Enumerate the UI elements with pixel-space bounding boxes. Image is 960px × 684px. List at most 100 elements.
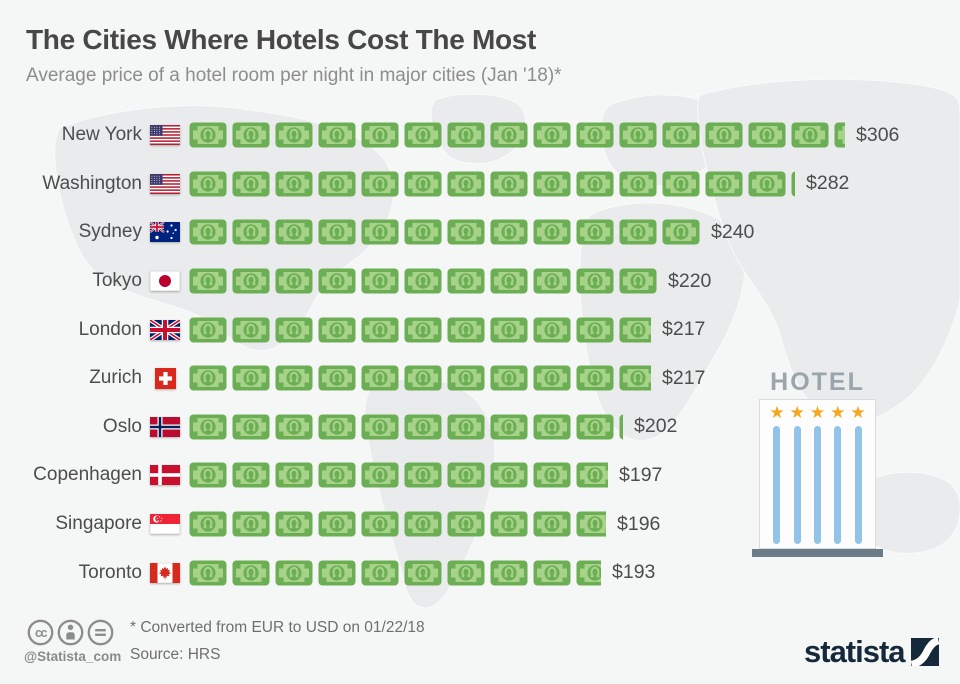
australia-flag-icon [150,222,180,243]
dollar-bill-icon [232,171,270,197]
dollar-bill-icon [275,462,313,488]
cc-attribution-icon[interactable] [57,619,84,646]
dollar-bill-icon [576,122,614,148]
svg-text:cc: cc [35,626,47,640]
hotel-window-pillar [854,426,862,544]
value-label: $193 [612,561,656,584]
star-icon: ★ [850,403,866,423]
dollar-bill-icon [189,317,227,343]
bill-row [189,219,700,245]
statista-handle[interactable]: @Statista_com [24,649,122,664]
dollar-bill-icon [189,219,227,245]
city-label: Washington [42,172,142,194]
dollar-bill-icon [189,268,227,294]
cc-icon[interactable]: cc [27,619,54,646]
dollar-bill-icon [619,219,657,245]
dollar-bill-icon [576,219,614,245]
dollar-bill-icon [490,365,528,391]
bill-row [189,462,608,488]
dollar-bill-icon [490,560,528,586]
dollar-bill-icon [447,317,485,343]
dollar-bill-icon [533,414,571,440]
dollar-bill-icon [533,560,571,586]
dollar-bill-icon [232,268,270,294]
star-icon: ★ [769,403,785,423]
dollar-bill-icon [189,414,227,440]
dollar-bill-icon [404,122,442,148]
dollar-bill-icon [232,317,270,343]
bill-row [189,365,651,391]
dollar-bill-icon [748,171,786,197]
dollar-bill-icon [404,560,442,586]
bill-row [189,268,657,294]
dollar-bill-icon [275,365,313,391]
dollar-bill-partial-icon [834,122,845,148]
dollar-bill-icon [619,122,657,148]
dollar-bill-icon [490,414,528,440]
dollar-bill-icon [404,171,442,197]
chart-row: Toronto $193 [0,548,960,597]
usa-flag-icon [150,125,180,146]
dollar-bill-icon [662,219,700,245]
city-label: Zurich [89,367,142,389]
switzerland-flag-icon [154,367,176,389]
dollar-bill-icon [361,122,399,148]
dollar-bill-icon [404,511,442,537]
dollar-bill-icon [447,511,485,537]
dollar-bill-icon [533,317,571,343]
creative-commons-badges[interactable]: cc [27,619,114,646]
value-label: $306 [856,123,900,146]
dollar-bill-icon [576,171,614,197]
header: The Cities Where Hotels Cost The Most Av… [26,24,926,87]
pictogram-bar-chart: New York $306 Washington $282 Sydney $240 Toky… [0,111,960,597]
hotel-star-rating: ★ ★ ★ ★ ★ [760,404,875,423]
cc-no-derivatives-icon[interactable] [87,619,114,646]
dollar-bill-icon [490,122,528,148]
dollar-bill-icon [189,365,227,391]
hotel-window-pillar [834,426,842,544]
chart-row: Oslo $202 [0,403,960,452]
dollar-bill-icon [447,365,485,391]
usa-flag-icon [150,173,180,194]
dollar-bill-icon [404,365,442,391]
dollar-bill-icon [318,414,356,440]
dollar-bill-icon [361,511,399,537]
denmark-flag-icon [150,465,180,486]
dollar-bill-icon [447,171,485,197]
dollar-bill-icon [361,462,399,488]
dollar-bill-icon [619,171,657,197]
chart-title: The Cities Where Hotels Cost The Most [26,24,537,55]
dollar-bill-partial-icon [791,171,795,197]
dollar-bill-partial-icon [619,317,651,343]
statista-logo[interactable]: statista [804,634,939,670]
dollar-bill-icon [576,414,614,440]
dollar-bill-icon [791,122,829,148]
dollar-bill-icon [318,122,356,148]
dollar-bill-icon [662,122,700,148]
hotel-building: ★ ★ ★ ★ ★ [759,399,876,549]
star-icon: ★ [789,403,805,423]
dollar-bill-icon [275,317,313,343]
statista-wordmark: statista [804,634,906,669]
dollar-bill-icon [533,122,571,148]
dollar-bill-icon [189,511,227,537]
dollar-bill-icon [361,317,399,343]
dollar-bill-icon [232,511,270,537]
dollar-bill-partial-icon [619,365,651,391]
dollar-bill-icon [361,414,399,440]
dollar-bill-icon [490,219,528,245]
hotel-sign-text: HOTEL [770,368,865,396]
city-label: Copenhagen [33,464,142,486]
dollar-bill-partial-icon [576,511,606,537]
hotel-window-pillar [793,426,801,544]
dollar-bill-icon [447,268,485,294]
dollar-bill-icon [447,462,485,488]
dollar-bill-icon [533,171,571,197]
dollar-bill-icon [318,511,356,537]
chart-row: Sydney $240 [0,208,960,257]
dollar-bill-icon [232,414,270,440]
value-label: $217 [662,318,706,341]
city-label: Toronto [78,561,142,583]
dollar-bill-icon [533,219,571,245]
